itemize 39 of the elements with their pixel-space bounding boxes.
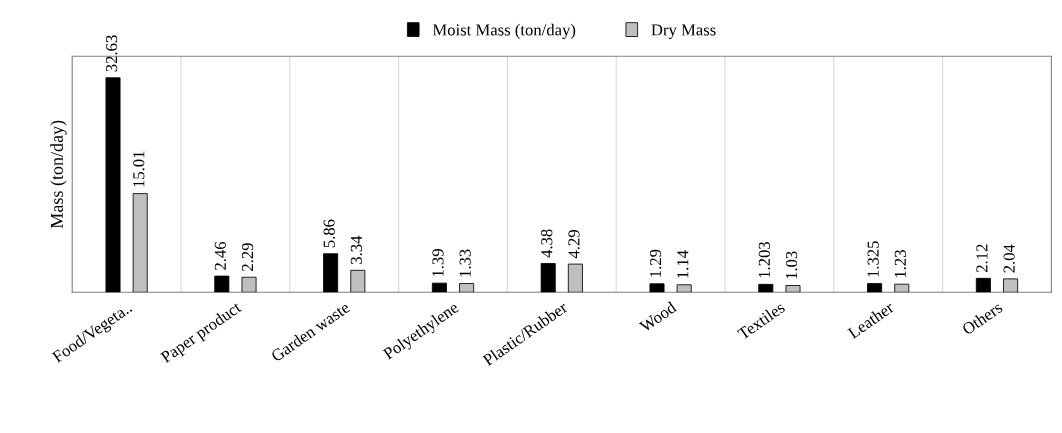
data-label: 4.29	[568, 230, 580, 259]
bar	[540, 263, 556, 293]
bar	[676, 284, 692, 293]
data-label: 3.34	[350, 235, 363, 264]
data-label: 2.12	[976, 244, 988, 273]
data-label: 4.38	[541, 229, 553, 258]
bar	[459, 283, 475, 293]
data-label: 2.29	[241, 243, 254, 271]
data-label: 1.325	[867, 241, 879, 277]
data-label: 2.46	[214, 241, 227, 270]
bar	[132, 193, 148, 293]
bar	[350, 269, 366, 293]
bar	[1003, 278, 1019, 293]
bar	[894, 283, 910, 293]
data-label: 15.01	[133, 151, 145, 187]
bar	[785, 285, 801, 293]
data-label: 1.39	[432, 249, 444, 277]
legend-label: Dry Mass	[651, 24, 716, 39]
data-label: 32.63	[105, 35, 118, 72]
data-label: 1.29	[649, 249, 662, 277]
data-label: 2.04	[1003, 244, 1015, 273]
legend-label: Moist Mass (ton/day)	[432, 23, 576, 39]
bar	[867, 283, 883, 293]
y-axis-title: Mass (ton/day)	[50, 120, 67, 229]
bar	[567, 263, 583, 293]
bar	[758, 283, 774, 293]
data-label: 1.33	[459, 249, 471, 277]
bar	[241, 276, 257, 293]
data-label: 5.86	[323, 219, 335, 248]
data-label: 1.14	[677, 250, 689, 278]
bar	[975, 277, 991, 293]
bar	[214, 275, 230, 293]
bar	[649, 283, 665, 293]
data-label: 1.23	[894, 250, 907, 278]
data-label: 1.203	[758, 241, 771, 278]
bar	[431, 282, 447, 293]
bar	[323, 253, 339, 293]
data-label: 1.03	[785, 251, 798, 279]
bar	[105, 77, 121, 293]
